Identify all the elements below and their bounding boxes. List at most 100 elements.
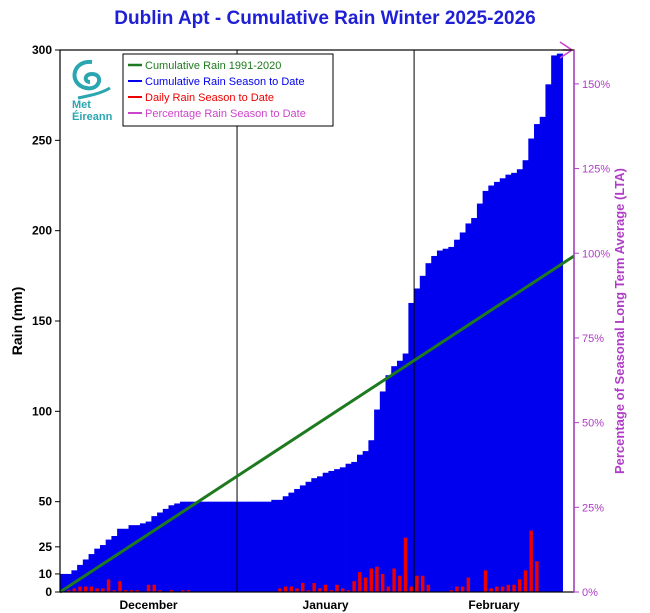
cumulative-bar — [476, 203, 484, 592]
daily-bar — [369, 568, 373, 592]
cumulative-bar — [328, 470, 335, 592]
cumulative-bar — [379, 391, 386, 592]
y2-tick-label: 50% — [582, 418, 604, 430]
cumulative-bar — [122, 528, 129, 592]
right-y-axis: 0% 25% 50% 75% 100% 125% 150% Percentage of Sea… — [573, 50, 627, 599]
cumulative-bar — [545, 84, 552, 592]
daily-bar — [483, 570, 488, 592]
cumulative-bar — [431, 255, 438, 592]
cumulative-bar — [128, 525, 135, 592]
cumulative-bar — [442, 248, 449, 593]
cumulative-bar — [465, 223, 472, 592]
daily-bar — [420, 575, 425, 592]
cumulative-bar — [345, 463, 352, 592]
cumulative-bar — [174, 503, 181, 592]
y-tick-label: 200 — [32, 224, 52, 238]
daily-bar — [523, 570, 528, 592]
cumulative-bar — [516, 169, 523, 593]
daily-bar — [415, 575, 419, 592]
cumulative-bar — [311, 478, 318, 592]
cumulative-bar — [214, 501, 221, 592]
cumulative-bar — [145, 521, 152, 592]
daily-bar — [512, 584, 516, 592]
cumulative-bar — [208, 501, 215, 592]
x-month-label: January — [303, 598, 349, 612]
cumulative-bar — [157, 512, 164, 592]
daily-bar — [535, 561, 539, 592]
cumulative-bar — [459, 232, 466, 592]
cumulative-bar — [185, 501, 192, 592]
cumulative-bar — [351, 461, 358, 592]
swirl-icon — [72, 59, 102, 91]
daily-bar — [506, 584, 511, 592]
cumulative-bar — [139, 523, 147, 592]
cumulative-bar — [65, 573, 72, 592]
cumulative-bar — [425, 263, 432, 592]
cumulative-bar — [522, 160, 529, 592]
daily-bar — [123, 590, 128, 592]
daily-bar — [392, 568, 396, 592]
cumulative-bar — [534, 124, 541, 592]
cumulative-bar — [231, 501, 238, 592]
daily-bar — [118, 581, 122, 592]
x-month-label: December — [120, 598, 178, 612]
daily-bar — [301, 582, 305, 592]
daily-bar — [312, 582, 316, 592]
cumulative-bar — [305, 481, 312, 592]
cumulative-bar — [539, 116, 546, 592]
cumulative-bar — [179, 501, 187, 592]
cumulative-bar — [488, 185, 495, 592]
cumulative-bar — [385, 375, 392, 592]
cumulative-bar — [282, 496, 289, 592]
daily-bar — [66, 590, 71, 592]
cumulative-bar — [356, 454, 364, 592]
cumulative-bar — [225, 501, 232, 592]
cumulative-bar — [499, 178, 506, 592]
y-tick-label: 300 — [32, 43, 52, 57]
cumulative-bar — [60, 573, 67, 592]
cumulative-bar — [402, 353, 409, 592]
daily-bar — [318, 588, 322, 592]
y-tick-label: 250 — [32, 133, 52, 147]
y2-tick-label: 150% — [582, 79, 610, 91]
legend-box — [122, 53, 334, 127]
cumulative-bar — [362, 451, 369, 592]
cumulative-bar — [448, 246, 455, 592]
lta-line — [59, 254, 575, 594]
y2-tick-label: 25% — [582, 502, 604, 514]
legend-label: Daily Rain Season to Date — [145, 92, 274, 104]
daily-bar — [329, 590, 333, 592]
cumulative-bar — [368, 440, 375, 592]
cumulative-bar — [117, 528, 124, 592]
y2-tick-label: 125% — [582, 164, 610, 176]
daily-bar — [306, 590, 311, 592]
daily-bar — [346, 590, 351, 592]
daily-bar — [158, 590, 162, 592]
daily-bar — [146, 584, 151, 592]
daily-bar — [278, 588, 282, 592]
cumulative-bar — [277, 499, 284, 592]
legend-label: Cumulative Rain Season to Date — [145, 76, 305, 88]
y-tick-label: 50 — [39, 495, 53, 509]
left-y-axis: 0 10 25 50 100 150 200 250 300 Rain (mm) — [9, 43, 60, 599]
cumulative-bar — [419, 275, 426, 592]
y-tick-label: 25 — [39, 540, 53, 554]
daily-bar — [398, 575, 402, 592]
cumulative-bar — [105, 539, 112, 592]
cumulative-bar — [551, 55, 558, 593]
cumulative-bar — [374, 409, 381, 592]
daily-bar — [495, 586, 499, 592]
cumulative-bar — [511, 172, 518, 592]
daily-bar — [363, 577, 368, 592]
cumulative-bar — [408, 302, 415, 592]
cumulative-bar — [248, 501, 255, 592]
daily-bar — [340, 588, 345, 592]
x-month-label: February — [468, 598, 520, 612]
daily-bar — [455, 586, 459, 592]
cumulative-bar — [317, 476, 324, 592]
logo-line-2: Éireann — [72, 110, 113, 123]
daily-bar — [380, 573, 385, 592]
cumulative-bar — [219, 501, 227, 592]
cumulative-bar — [414, 288, 421, 592]
